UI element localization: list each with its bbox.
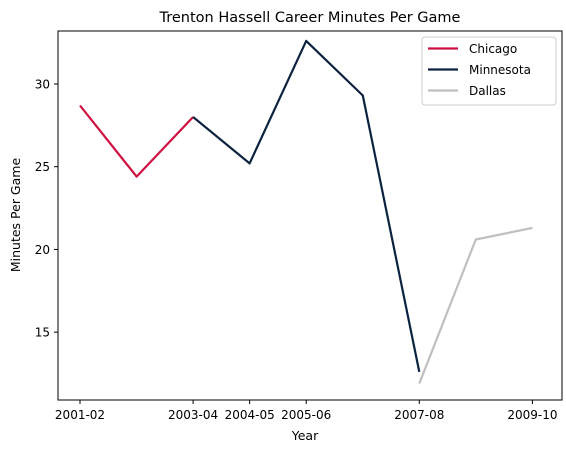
y-tick-label: 15 [35,326,50,340]
legend-label-dallas: Dallas [469,84,506,98]
x-tick-label: 2003-04 [168,408,218,422]
x-tick-label: 2007-08 [394,408,444,422]
chart-title: Trenton Hassell Career Minutes Per Game [159,10,461,26]
y-axis: 15 20 25 30 [35,77,58,339]
y-tick-label: 30 [35,77,50,91]
legend-label-minnesota: Minnesota [469,63,531,77]
legend: Chicago Minnesota Dallas [422,37,556,105]
x-tick-label: 2005-06 [281,408,331,422]
x-tick-label: 2004-05 [225,408,275,422]
y-tick-label: 25 [35,160,50,174]
x-tick-label: 2009-10 [507,408,557,422]
series-line-dallas [419,228,532,384]
series-line-minnesota [193,41,419,372]
y-axis-label: Minutes Per Game [8,158,23,273]
x-tick-label: 2001-02 [55,408,105,422]
x-axis: 2001-02 2003-04 2004-05 2005-06 2007-08 2009-… [55,400,558,422]
x-axis-label: Year [291,428,319,443]
y-tick-label: 20 [35,243,50,257]
series-line-chicago [80,106,193,177]
legend-label-chicago: Chicago [469,42,517,56]
